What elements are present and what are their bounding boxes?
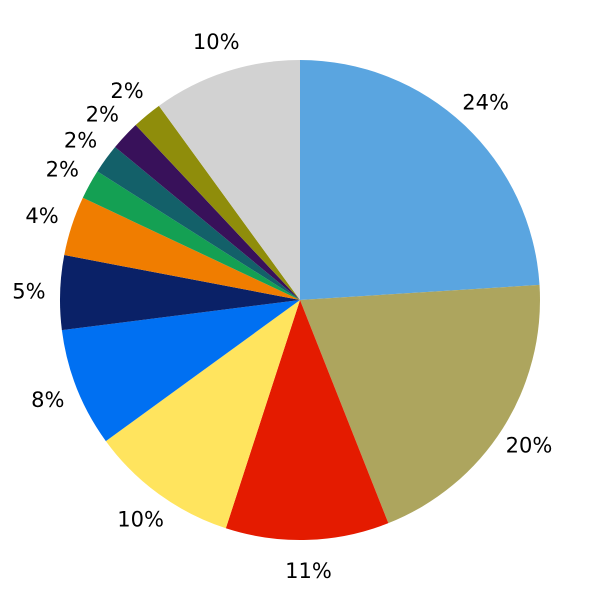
pie-slice-green — [82, 171, 300, 300]
pie-label-slice-khaki: 20% — [506, 433, 553, 457]
pie-label-slice-navy: 5% — [12, 280, 45, 304]
pie-slice-teal — [97, 147, 300, 300]
pie-slice-gray — [158, 60, 300, 300]
pie-slice-yellow — [105, 300, 300, 529]
pie-label-slice-yellow: 10% — [117, 507, 164, 531]
pie-slice-orange — [64, 197, 300, 300]
pie-slice-navy — [59, 255, 300, 331]
pie-slice-red — [225, 300, 389, 540]
pie-label-slice-red: 11% — [285, 559, 332, 583]
pie-label-slice-teal: 2% — [64, 129, 97, 153]
pie-label-slice-purple: 2% — [86, 102, 119, 126]
pie-label-slice-blue: 8% — [31, 388, 64, 412]
pie-label-slice-green: 2% — [46, 157, 79, 181]
pie-label-slice-gray: 10% — [193, 30, 240, 54]
pie-slice-khaki — [300, 284, 541, 524]
pie-label-slice-lightblue: 24% — [462, 90, 509, 114]
pie-labels-group: 24%20%11%10%8%5%4%2%2%2%2%10% — [12, 30, 552, 583]
pie-label-slice-orange: 4% — [25, 204, 58, 228]
pie-slice-lightblue — [300, 60, 540, 300]
pie-label-slice-olive: 2% — [110, 79, 143, 103]
pie-slice-blue — [61, 300, 300, 442]
pie-slice-olive — [135, 105, 300, 300]
pie-slice-purple — [115, 125, 300, 300]
pie-slices-group — [59, 60, 541, 540]
